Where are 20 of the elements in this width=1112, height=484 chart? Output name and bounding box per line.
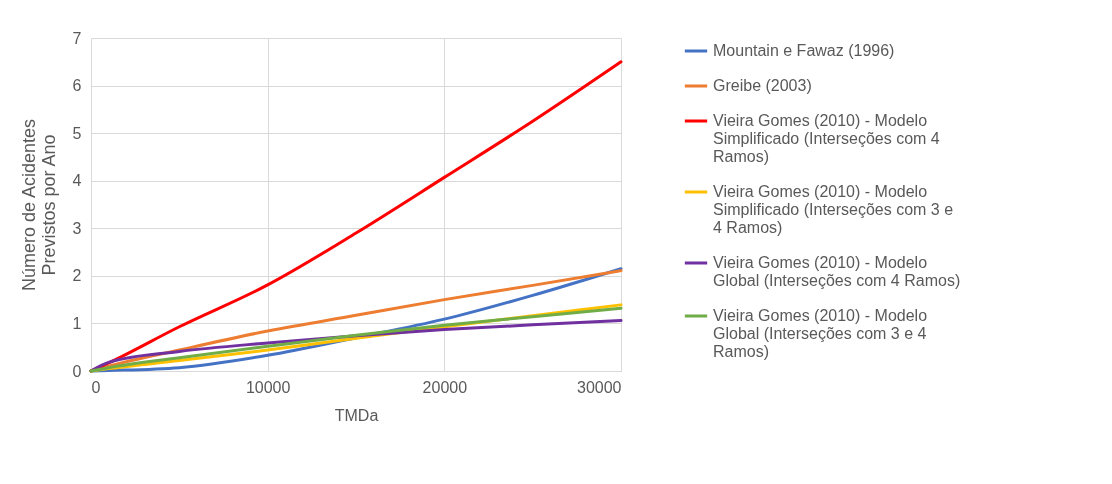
x-tick-label: 20000 — [422, 378, 468, 396]
y-tick-label: 2 — [72, 267, 82, 285]
x-tick-label: 30000 — [577, 378, 622, 396]
y-tick-label: 5 — [72, 124, 82, 142]
legend-label: Vieira Gomes (2010) - Modelo Simplificado (Interseções com 3 e 4 Ramos) — [713, 183, 954, 236]
legend-label: Greibe (2003) — [713, 77, 812, 94]
y-tick-label: 7 — [72, 29, 82, 47]
x-tick-label: 0 — [91, 378, 101, 396]
y-tick-label: 3 — [72, 219, 82, 237]
legend-label: Vieira Gomes (2010) - Modelo Global (Interseções com 3 e 4 Ramos) — [713, 307, 928, 360]
y-axis-title: Número de Acidentes Previstos por Ano — [18, 118, 59, 292]
y-tick-label: 6 — [72, 77, 82, 95]
y-tick-label: 4 — [72, 172, 82, 190]
legend-label: Vieira Gomes (2010) - Modelo Global (Interseções com 4 Ramos) — [713, 254, 961, 289]
y-tick-label: 1 — [72, 314, 82, 332]
y-tick-label: 0 — [72, 362, 82, 380]
x-tick-label: 10000 — [245, 378, 291, 396]
legend-label: Vieira Gomes (2010) - Modelo Simplificado (Interseções com 4 Ramos) — [713, 112, 940, 165]
legend-label: Mountain e Fawaz (1996) — [713, 42, 895, 59]
x-axis-title: TMDa — [334, 406, 379, 424]
